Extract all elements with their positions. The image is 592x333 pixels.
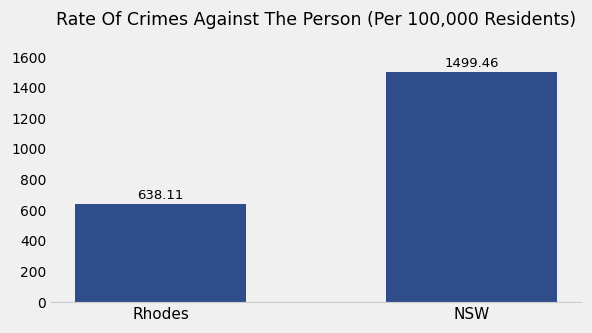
Title: Rate Of Crimes Against The Person (Per 100,000 Residents): Rate Of Crimes Against The Person (Per 1…: [56, 11, 576, 29]
Text: 638.11: 638.11: [137, 188, 184, 201]
Bar: [75, 204, 246, 302]
Bar: [386, 73, 557, 302]
Text: 1499.46: 1499.46: [444, 57, 498, 70]
